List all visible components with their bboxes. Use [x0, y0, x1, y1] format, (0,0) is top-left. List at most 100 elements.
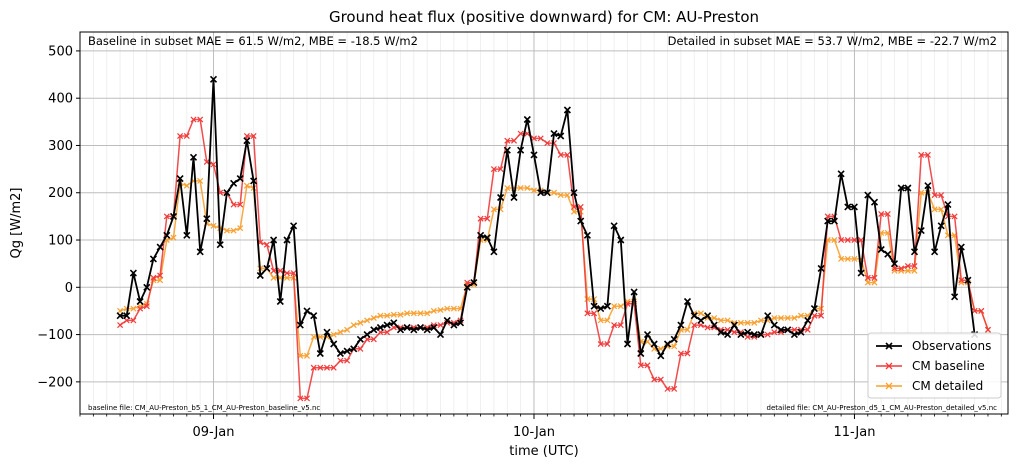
chart-title: Ground heat flux (positive downward) for…: [329, 8, 759, 26]
data-point-cm-baseline: [263, 241, 270, 248]
data-point-observations: [283, 236, 291, 244]
data-point-observations: [617, 236, 625, 244]
legend-marker-observations: [885, 342, 893, 350]
data-point-observations: [630, 288, 638, 296]
data-point-cm-detailed: [243, 182, 250, 189]
data-point-cm-baseline: [537, 135, 544, 142]
data-point-cm-detailed: [404, 310, 411, 317]
data-point-observations: [784, 326, 792, 334]
data-point-observations: [370, 326, 378, 334]
data-point-observations: [764, 312, 772, 320]
data-point-observations: [143, 283, 151, 291]
data-point-cm-detailed: [784, 314, 791, 322]
data-point-cm-baseline: [597, 340, 604, 348]
data-point-observations: [877, 245, 885, 254]
data-point-observations: [403, 323, 411, 332]
data-point-cm-baseline: [344, 357, 351, 364]
data-point-observations: [837, 170, 845, 178]
data-point-observations: [603, 302, 611, 310]
data-point-cm-baseline: [684, 350, 691, 357]
data-point-cm-baseline: [951, 213, 958, 220]
data-point-cm-baseline: [497, 166, 504, 173]
data-point-cm-detailed: [310, 333, 317, 340]
data-point-cm-detailed: [330, 331, 337, 338]
data-point-cm-baseline: [130, 317, 137, 324]
data-point-cm-baseline: [183, 132, 190, 140]
data-point-observations: [931, 248, 939, 256]
x-tick-label: 09-Jan: [193, 425, 235, 440]
data-point-observations: [456, 319, 465, 327]
data-point-cm-baseline: [677, 350, 684, 357]
data-point-cm-baseline: [490, 166, 497, 173]
data-point-cm-baseline: [898, 265, 905, 272]
data-point-cm-detailed: [724, 317, 731, 324]
data-point-cm-baseline: [277, 267, 284, 274]
data-point-cm-baseline: [938, 192, 945, 199]
data-point-observations: [697, 316, 705, 324]
legend-marker-cm-detailed: [885, 382, 893, 390]
data-point-observations: [470, 279, 478, 287]
data-point-cm-detailed: [344, 326, 351, 333]
data-point-cm-detailed: [410, 310, 417, 317]
data-point-cm-baseline: [177, 132, 184, 140]
data-point-observations: [944, 201, 952, 209]
data-point-cm-detailed: [230, 227, 237, 234]
data-point-observations: [924, 182, 932, 190]
data-point-cm-baseline: [210, 161, 217, 168]
data-point-cm-detailed: [530, 187, 538, 194]
data-point-cm-baseline: [243, 132, 250, 140]
data-point-observations: [490, 248, 498, 256]
data-point-cm-detailed: [904, 267, 911, 274]
data-point-cm-detailed: [130, 305, 137, 312]
data-point-observations: [443, 316, 451, 324]
data-point-cm-detailed: [604, 317, 611, 324]
data-point-cm-baseline: [337, 357, 344, 364]
data-point-cm-baseline: [504, 137, 511, 144]
data-point-observations: [270, 236, 278, 244]
data-point-cm-baseline: [584, 310, 591, 317]
legend-box: [867, 332, 1002, 399]
data-point-cm-baseline: [931, 192, 938, 199]
data-point-observations: [623, 340, 632, 348]
data-point-observations: [350, 345, 358, 353]
data-point-observations: [690, 312, 698, 320]
data-point-observations: [610, 222, 618, 230]
data-point-cm-detailed: [564, 192, 571, 199]
data-point-observations: [363, 331, 371, 339]
data-point-cm-baseline: [310, 364, 317, 371]
data-point-cm-baseline: [530, 135, 538, 142]
data-point-observations: [957, 243, 965, 251]
data-point-cm-detailed: [864, 279, 871, 286]
data-point-cm-baseline: [804, 326, 811, 333]
data-point-cm-baseline: [878, 210, 885, 218]
data-point-observations: [884, 250, 892, 258]
data-point-observations: [483, 234, 491, 242]
data-point-observations: [176, 175, 184, 183]
data-point-observations: [717, 328, 725, 336]
data-point-observations: [570, 189, 578, 197]
data-point-cm-baseline: [544, 140, 551, 147]
data-point-cm-detailed: [938, 206, 945, 213]
data-point-observations: [216, 241, 224, 249]
data-point-cm-baseline: [123, 317, 130, 324]
data-point-observations: [583, 231, 591, 239]
data-point-observations: [670, 335, 678, 343]
plot-frame: [79, 31, 1009, 415]
legend-entry-cm-detailed: CM detailed: [876, 379, 983, 393]
data-point-cm-detailed: [771, 314, 778, 322]
data-point-cm-detailed: [838, 255, 845, 262]
data-point-cm-detailed: [450, 305, 457, 312]
data-point-cm-baseline: [557, 151, 564, 158]
data-point-cm-baseline: [203, 158, 210, 166]
data-point-cm-detailed: [197, 177, 204, 184]
data-point-cm-baseline: [517, 130, 524, 137]
data-point-observations: [276, 297, 284, 306]
data-point-cm-baseline: [664, 385, 671, 392]
annotation-detailed-stats: Detailed in subset MAE = 53.7 W/m2, MBE …: [668, 34, 997, 48]
legend-label-observations: Observations: [912, 339, 991, 353]
data-point-cm-detailed: [697, 310, 704, 317]
data-point-observations: [336, 349, 344, 358]
data-point-cm-baseline: [764, 331, 771, 338]
data-point-cm-detailed: [671, 343, 678, 350]
